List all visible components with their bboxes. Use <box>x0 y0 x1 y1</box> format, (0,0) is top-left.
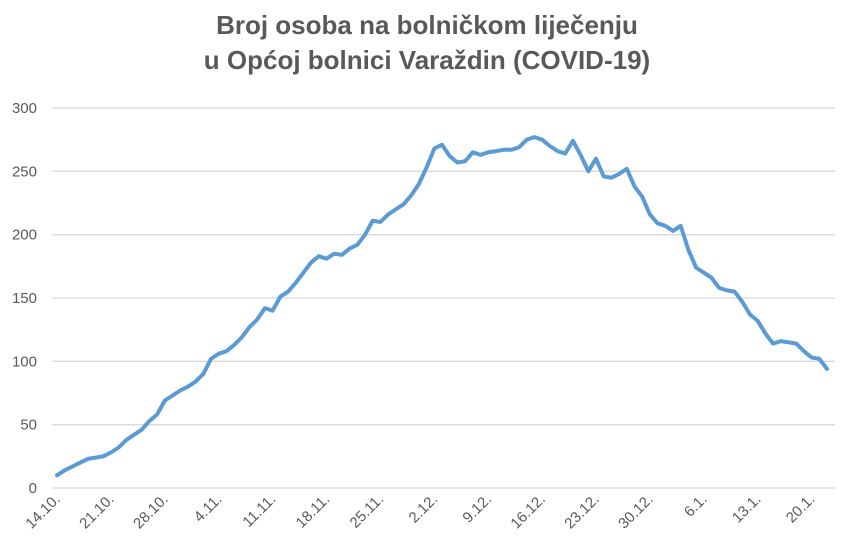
x-tick-label: 28.10. <box>130 491 172 533</box>
x-tick-label: 25.11. <box>347 491 388 532</box>
x-tick-label: 16.12. <box>507 491 549 533</box>
x-tick-label: 2.12. <box>406 491 442 527</box>
chart-title: Broj osoba na bolničkom liječenju u Općo… <box>0 8 854 78</box>
y-tick-label: 300 <box>12 100 37 117</box>
series <box>55 135 829 478</box>
x-tick-label: 11.11. <box>239 491 279 531</box>
y-axis-labels: 0 50 100 150 200 250 300 <box>12 100 37 497</box>
x-tick-label: 6.1. <box>681 491 711 521</box>
gridlines <box>52 107 835 489</box>
x-tick-label: 23.12. <box>561 491 603 533</box>
x-tick-label: 13.1. <box>729 491 765 527</box>
x-tick-label: 9.12. <box>459 491 495 527</box>
x-tick-label: 18.11. <box>293 491 334 532</box>
x-tick-label: 14.10. <box>22 491 64 533</box>
y-tick-label: 250 <box>12 163 37 180</box>
y-tick-label: 100 <box>12 353 37 370</box>
y-tick-label: 0 <box>29 480 37 497</box>
chart-title-line-2: u Općoj bolnici Varaždin (COVID-19) <box>203 45 651 75</box>
x-tick-label: 21.10. <box>76 491 118 533</box>
y-tick-label: 150 <box>12 290 37 307</box>
x-tick-label: 20.1. <box>783 491 819 527</box>
y-tick-label: 50 <box>20 417 37 434</box>
x-tick-label: 30.12. <box>615 491 657 533</box>
x-tick-label: 4.11. <box>191 491 226 526</box>
chart-title-line-1: Broj osoba na bolničkom liječenju <box>216 10 638 40</box>
x-axis-labels: 14.10. 21.10. 28.10. 4.11. 11.11. 18.11. 25.11… <box>22 491 818 533</box>
series-line <box>55 135 829 478</box>
y-tick-label: 200 <box>12 227 37 244</box>
